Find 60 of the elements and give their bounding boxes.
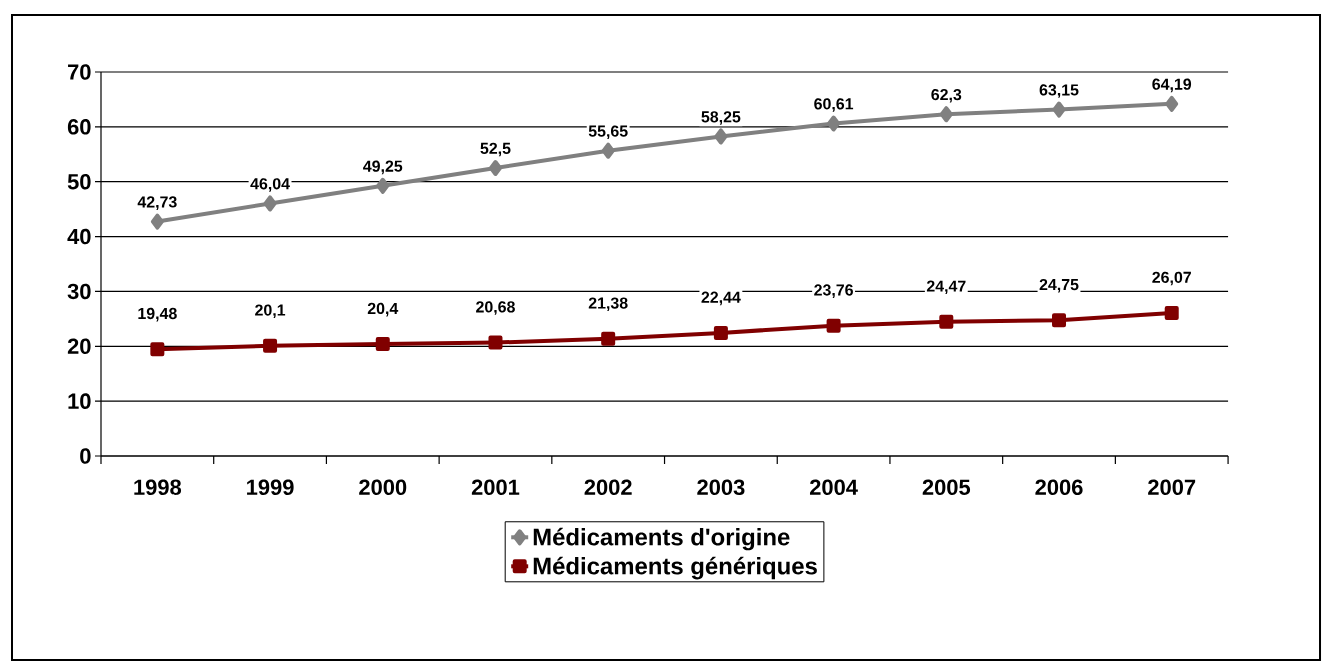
point — [150, 342, 165, 357]
point — [263, 195, 277, 212]
data-label: 58,25 — [701, 111, 741, 125]
point — [714, 128, 728, 145]
data-label: 22,44 — [701, 291, 741, 306]
data-label: 24,75 — [1039, 278, 1079, 293]
data-label: 20,68 — [476, 301, 515, 315]
data-label: 26,07 — [1152, 271, 1191, 286]
x-tick-label: 2003 — [697, 479, 745, 496]
point — [1165, 95, 1179, 112]
data-label: 19,48 — [138, 307, 177, 322]
data-label: 20,4 — [367, 302, 399, 317]
point — [939, 314, 954, 329]
x-tick-label: 2004 — [809, 479, 858, 496]
data-label: 49,25 — [363, 160, 403, 175]
data-label: 63,15 — [1039, 84, 1079, 98]
x-tick-label: 2001 — [471, 479, 520, 496]
point — [939, 106, 953, 123]
data-label: 60,61 — [814, 98, 854, 112]
data-label: 52,5 — [480, 142, 511, 157]
point — [1164, 305, 1179, 320]
data-label: 21,38 — [588, 297, 628, 312]
data-label: 62,3 — [931, 88, 962, 103]
y-tick-label: 10 — [68, 393, 91, 409]
y-tick-label: 70 — [68, 64, 91, 80]
point — [263, 338, 278, 353]
x-tick-label: 2005 — [922, 479, 971, 496]
y-tick-label: 60 — [67, 119, 91, 135]
point — [375, 337, 390, 352]
x-tick-label: 1999 — [247, 479, 294, 496]
y-tick-label: 30 — [67, 283, 91, 300]
point — [376, 177, 390, 194]
data-label: 23,76 — [814, 284, 853, 298]
x-tick-label: 2002 — [584, 479, 632, 496]
data-label: 64,19 — [1152, 78, 1192, 93]
data-label: 24,47 — [926, 280, 966, 295]
point — [826, 318, 841, 333]
point — [488, 160, 502, 176]
point — [1052, 313, 1067, 328]
point — [488, 335, 503, 350]
x-tick-label: 2000 — [359, 479, 407, 496]
data-label: 20,1 — [255, 304, 286, 319]
y-tick-label: 50 — [67, 173, 91, 190]
x-tick-label: 2006 — [1035, 479, 1083, 496]
point — [601, 331, 616, 346]
y-tick-label: 0 — [80, 448, 91, 464]
point — [713, 325, 728, 340]
point — [150, 213, 164, 230]
point — [827, 115, 841, 132]
x-tick-label: 2007 — [1148, 479, 1196, 496]
data-label: 46,04 — [250, 178, 290, 192]
point — [1052, 101, 1066, 118]
data-label: 42,73 — [137, 196, 177, 210]
legend-label: Médicaments d'origine — [533, 527, 790, 551]
data-label: 55,65 — [588, 125, 628, 140]
legend-label: Médicaments génériques — [533, 556, 817, 580]
x-tick-label: 1998 — [134, 479, 182, 496]
y-tick-label: 40 — [67, 228, 91, 245]
y-tick-label: 20 — [67, 338, 91, 355]
point — [601, 142, 615, 159]
